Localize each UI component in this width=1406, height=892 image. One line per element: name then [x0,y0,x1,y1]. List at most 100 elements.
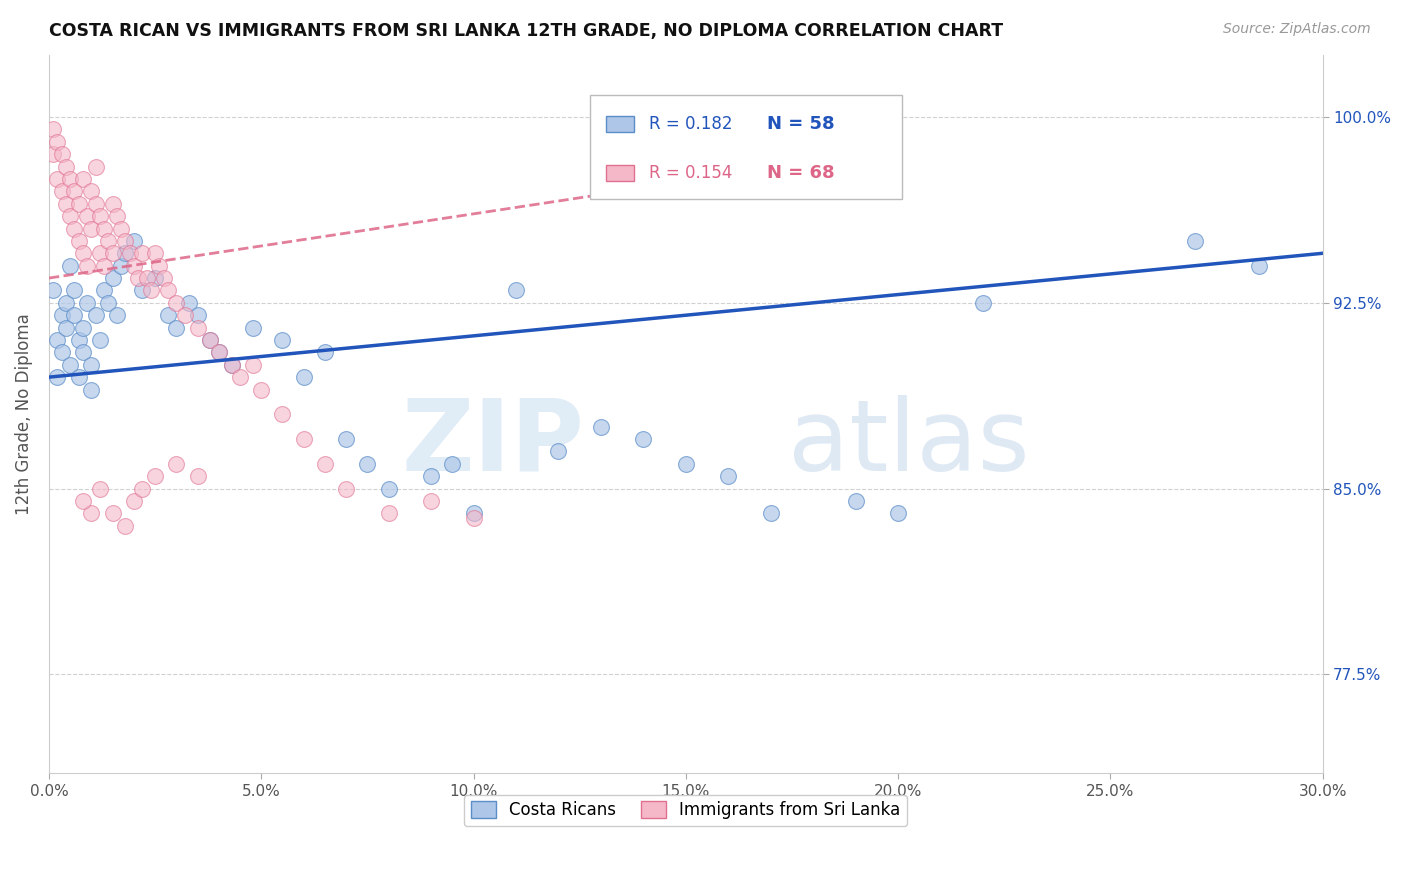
Point [80,185,103,199]
Point [51,185,73,199]
Point [1184,234,1206,248]
Point [72,172,94,186]
Point [165,457,187,471]
Text: ZIP: ZIP [401,394,583,491]
Point [122,494,145,508]
Point [55,320,77,334]
Point [314,457,336,471]
Point [67,333,90,347]
Point [89,333,111,347]
Point [200,333,222,347]
Point [51,147,73,161]
FancyBboxPatch shape [606,165,634,181]
Point [46,333,69,347]
Point [101,196,124,211]
Point [717,469,740,483]
Point [46,135,69,149]
FancyBboxPatch shape [606,116,634,132]
Point [208,345,231,359]
Point [93,259,115,273]
Point [131,482,153,496]
Point [221,358,243,372]
Point [67,370,90,384]
Point [67,234,90,248]
Point [589,419,612,434]
Point [51,345,73,359]
Point [55,196,77,211]
Point [1247,259,1270,273]
Point [101,246,124,260]
Point [420,494,443,508]
Point [42,147,65,161]
Point [675,457,697,471]
Point [250,383,273,397]
Point [633,432,655,446]
Point [187,469,209,483]
Point [63,284,86,298]
Point [463,507,485,521]
Point [46,172,69,186]
Point [156,284,179,298]
Point [131,284,153,298]
Point [122,234,145,248]
Point [165,295,187,310]
Point [55,295,77,310]
Point [114,246,136,260]
Point [271,333,294,347]
Point [335,432,357,446]
Point [105,209,128,223]
Point [127,271,149,285]
Point [72,246,94,260]
Text: N = 58: N = 58 [768,115,835,133]
Point [101,507,124,521]
Point [80,507,103,521]
Point [547,444,569,458]
Text: N = 68: N = 68 [768,164,835,182]
Point [114,234,136,248]
Text: Source: ZipAtlas.com: Source: ZipAtlas.com [1223,22,1371,37]
Point [89,209,111,223]
Point [84,196,107,211]
Point [67,196,90,211]
Text: COSTA RICAN VS IMMIGRANTS FROM SRI LANKA 12TH GRADE, NO DIPLOMA CORRELATION CHAR: COSTA RICAN VS IMMIGRANTS FROM SRI LANKA… [49,22,1004,40]
Point [110,221,132,235]
Point [505,284,527,298]
Point [845,494,868,508]
Point [148,259,170,273]
Y-axis label: 12th Grade, No Diploma: 12th Grade, No Diploma [15,313,32,516]
Point [80,221,103,235]
Point [63,308,86,322]
Point [314,345,336,359]
Point [131,246,153,260]
Point [143,271,166,285]
Point [110,259,132,273]
Point [173,308,195,322]
Point [42,284,65,298]
Point [59,172,82,186]
Point [105,308,128,322]
Point [59,259,82,273]
Point [42,122,65,136]
Point [292,370,315,384]
Point [89,246,111,260]
Point [72,494,94,508]
Point [51,308,73,322]
Point [377,507,399,521]
Point [72,320,94,334]
Point [441,457,464,471]
Point [292,432,315,446]
Point [97,295,120,310]
Point [200,333,222,347]
Point [177,295,200,310]
Text: R = 0.182: R = 0.182 [648,115,733,133]
Point [463,511,485,525]
Point [97,234,120,248]
Point [84,160,107,174]
Point [46,370,69,384]
Point [72,345,94,359]
Point [76,259,98,273]
Legend: Costa Ricans, Immigrants from Sri Lanka: Costa Ricans, Immigrants from Sri Lanka [464,795,907,826]
Point [89,482,111,496]
Point [80,383,103,397]
Point [221,358,243,372]
